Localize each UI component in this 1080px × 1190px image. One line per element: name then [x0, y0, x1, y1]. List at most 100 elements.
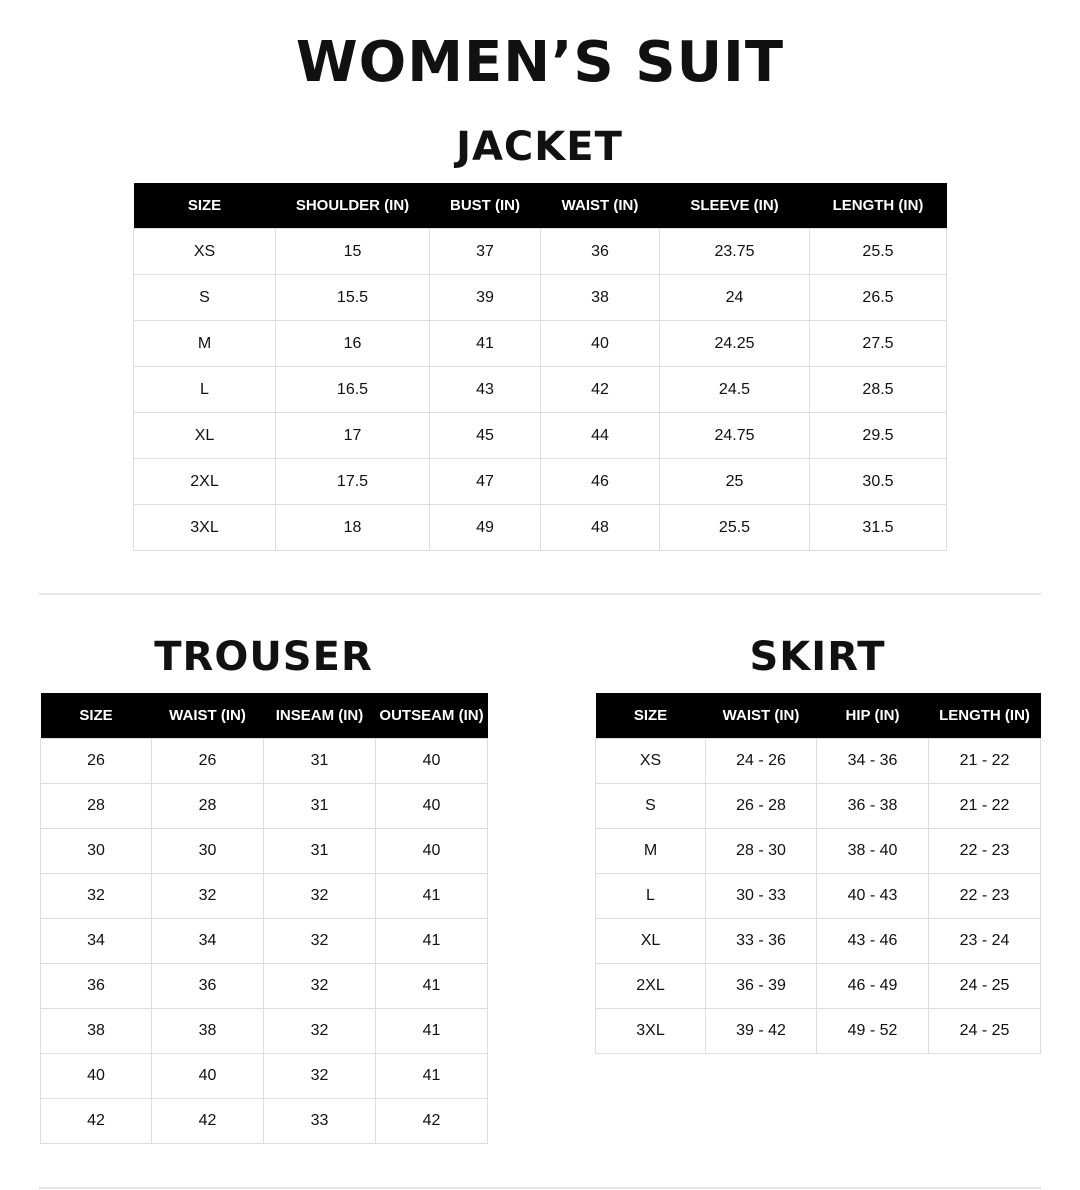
table-cell: S	[595, 783, 706, 829]
table-cell: XL	[595, 918, 706, 964]
table-row: 36 36 32 41	[40, 963, 488, 1009]
table-cell: M	[595, 828, 706, 874]
table-row: 2XL 36 - 39 46 - 49 24 - 25	[595, 963, 1041, 1009]
table-cell: 32	[263, 1053, 376, 1099]
column-header: SHOULDER (IN)	[275, 183, 430, 229]
table-cell: 36 - 39	[705, 963, 817, 1009]
table-cell: 46	[540, 458, 660, 505]
table-cell: 26	[151, 738, 264, 784]
table-cell: 39	[429, 274, 541, 321]
table-cell: 30.5	[809, 458, 947, 505]
size-table: SIZE WAIST (IN) HIP (IN) LENGTH (IN) XS 24 - …	[595, 693, 1041, 1054]
table-cell: 40	[540, 320, 660, 367]
table-cell: 28 - 30	[705, 828, 817, 874]
column-header: LENGTH (IN)	[928, 693, 1041, 739]
column-header: INSEAM (IN)	[263, 693, 376, 739]
table-cell: 40 - 43	[816, 873, 929, 919]
table-cell: 34 - 36	[816, 738, 929, 784]
table-row: 26 26 31 40	[40, 738, 488, 784]
table-cell: 36	[151, 963, 264, 1009]
table-cell: 26	[40, 738, 152, 784]
table-cell: 41	[375, 1008, 488, 1054]
table-cell: 29.5	[809, 412, 947, 459]
table-cell: 43 - 46	[816, 918, 929, 964]
column-header: SLEEVE (IN)	[659, 183, 810, 229]
table-row: M 28 - 30 38 - 40 22 - 23	[595, 828, 1041, 874]
table-cell: XS	[595, 738, 706, 784]
table-cell: 41	[375, 873, 488, 919]
table-cell: 49	[429, 504, 541, 551]
table-cell: 36 - 38	[816, 783, 929, 829]
table-cell: 30	[151, 828, 264, 874]
table-cell: 17.5	[275, 458, 430, 505]
column-header: LENGTH (IN)	[809, 183, 947, 229]
table-cell: 3XL	[133, 504, 276, 551]
table-cell: 31	[263, 783, 376, 829]
section-title: TROUSER	[154, 634, 373, 680]
header-row: SIZE SHOULDER (IN) BUST (IN) WAIST (IN) SLEE…	[133, 183, 947, 229]
table-cell: 43	[429, 366, 541, 413]
table-cell: 32	[263, 1008, 376, 1054]
table-cell: 21 - 22	[928, 783, 1041, 829]
column-header: BUST (IN)	[429, 183, 541, 229]
table-cell: 46 - 49	[816, 963, 929, 1009]
table-cell: 18	[275, 504, 430, 551]
table-cell: 26.5	[809, 274, 947, 321]
table-cell: XL	[133, 412, 276, 459]
table-cell: 32	[40, 873, 152, 919]
table-cell: 38	[151, 1008, 264, 1054]
table-cell: 34	[151, 918, 264, 964]
table-cell: 33 - 36	[705, 918, 817, 964]
table-row: 3XL 18 49 48 25.5 31.5	[133, 504, 947, 551]
table-cell: L	[133, 366, 276, 413]
column-header: SIZE	[595, 693, 706, 739]
table-cell: 31	[263, 738, 376, 784]
table-cell: 42	[151, 1098, 264, 1144]
divider	[39, 593, 1041, 595]
table-cell: 42	[375, 1098, 488, 1144]
table-cell: 38	[40, 1008, 152, 1054]
divider	[39, 1187, 1041, 1189]
column-header: WAIST (IN)	[540, 183, 660, 229]
column-header: SIZE	[133, 183, 276, 229]
table-cell: S	[133, 274, 276, 321]
column-header: SIZE	[40, 693, 152, 739]
table-cell: 28.5	[809, 366, 947, 413]
table-cell: 44	[540, 412, 660, 459]
table-row: 3XL 39 - 42 49 - 52 24 - 25	[595, 1008, 1041, 1054]
table-cell: 3XL	[595, 1008, 706, 1054]
table-cell: 32	[263, 873, 376, 919]
table-row: S 15.5 39 38 24 26.5	[133, 274, 947, 321]
table-cell: 49 - 52	[816, 1008, 929, 1054]
table-cell: 15.5	[275, 274, 430, 321]
table-cell: 40	[375, 828, 488, 874]
header-row: SIZE WAIST (IN) HIP (IN) LENGTH (IN)	[595, 693, 1041, 739]
table-cell: 17	[275, 412, 430, 459]
table-cell: 24 - 26	[705, 738, 817, 784]
table-cell: 45	[429, 412, 541, 459]
page-title: WOMEN’S SUIT	[295, 30, 785, 95]
table-row: 42 42 33 42	[40, 1098, 488, 1144]
table-row: 2XL 17.5 47 46 25 30.5	[133, 458, 947, 505]
table-cell: 38	[540, 274, 660, 321]
size-table: SIZE WAIST (IN) INSEAM (IN) OUTSEAM (IN) 26 2…	[40, 693, 488, 1144]
table-row: S 26 - 28 36 - 38 21 - 22	[595, 783, 1041, 829]
table-cell: 23.75	[659, 228, 810, 275]
table-cell: 2XL	[595, 963, 706, 1009]
table-cell: 24	[659, 274, 810, 321]
table-cell: 24.75	[659, 412, 810, 459]
table-cell: 32	[151, 873, 264, 919]
table-cell: XS	[133, 228, 276, 275]
table-cell: 33	[263, 1098, 376, 1144]
table-row: 28 28 31 40	[40, 783, 488, 829]
section-title: JACKET	[456, 124, 623, 170]
table-cell: 41	[375, 963, 488, 1009]
table-cell: 25	[659, 458, 810, 505]
table-row: L 30 - 33 40 - 43 22 - 23	[595, 873, 1041, 919]
table-cell: 23 - 24	[928, 918, 1041, 964]
table-cell: 28	[151, 783, 264, 829]
table-cell: 40	[40, 1053, 152, 1099]
column-header: WAIST (IN)	[151, 693, 264, 739]
table-cell: 37	[429, 228, 541, 275]
